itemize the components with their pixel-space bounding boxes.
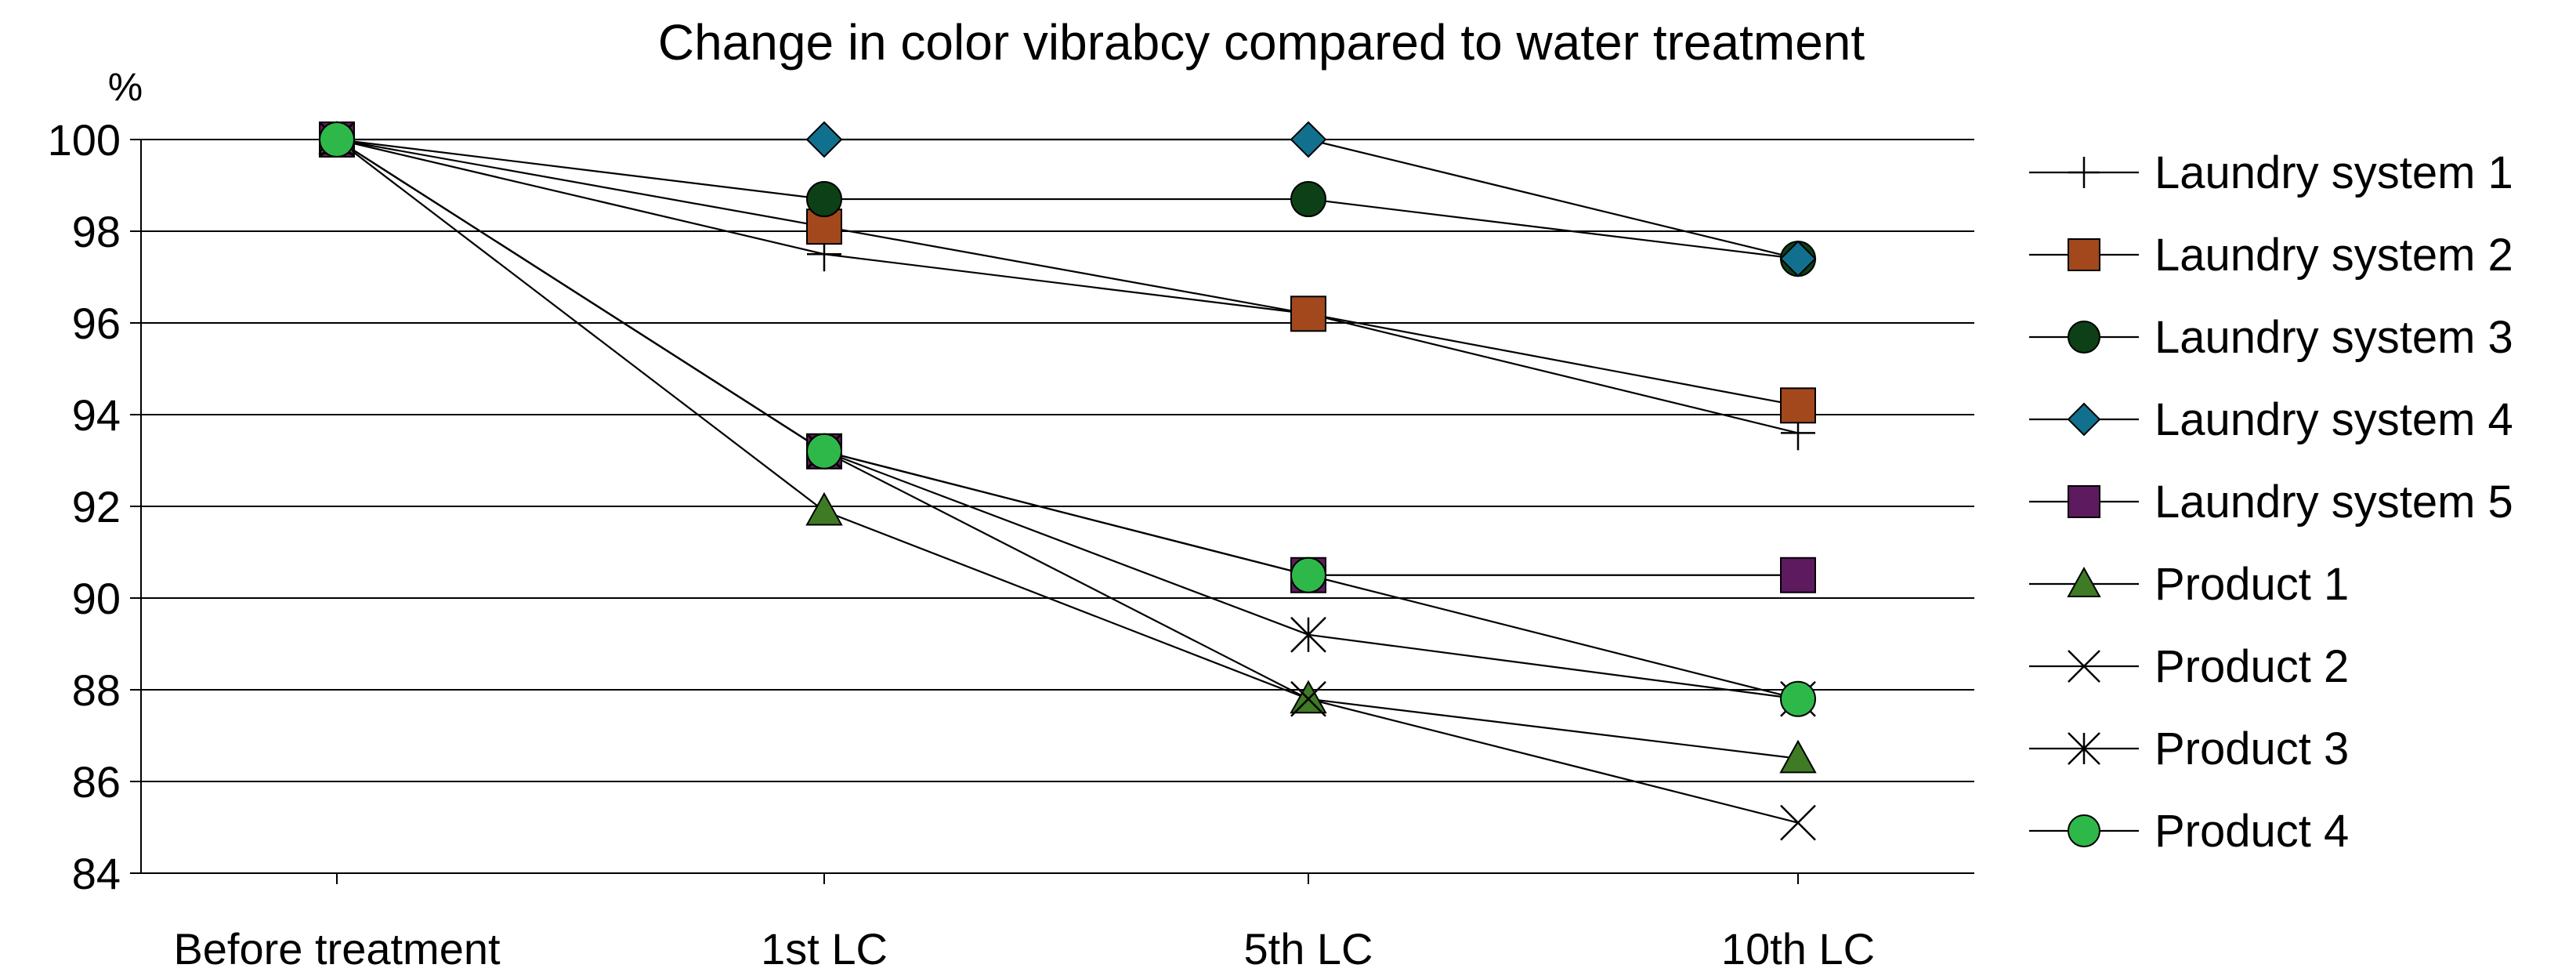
- data-point: [1290, 557, 1326, 593]
- y-tick-label: 86: [72, 757, 121, 807]
- legend-label: Laundry system 2: [2155, 230, 2513, 281]
- data-point: [1780, 680, 1816, 717]
- data-point: [1290, 181, 1326, 218]
- x-tick-label: 1st LC: [761, 924, 888, 974]
- data-point: [2067, 566, 2101, 597]
- y-tick-label: 88: [72, 665, 121, 715]
- data-point: [1290, 121, 1327, 158]
- x-tick-label: 5th LC: [1244, 924, 1373, 974]
- series-markers-6: [318, 120, 1817, 774]
- data-point: [1290, 680, 1326, 717]
- series-9: [336, 139, 1799, 700]
- gridlines: [141, 139, 1974, 782]
- series-line: [336, 138, 1799, 434]
- y-tick-label: 92: [72, 482, 121, 531]
- legend-item: Laundry system 4: [2029, 394, 2513, 445]
- series-line: [336, 138, 1799, 260]
- data-point: [805, 121, 843, 158]
- data-point: [2068, 485, 2100, 518]
- series-7: [336, 139, 1799, 824]
- data-point: [2068, 238, 2100, 271]
- legend-label: Laundry system 4: [2155, 394, 2513, 445]
- y-tick-label: 90: [72, 574, 121, 623]
- series-markers-5: [319, 121, 1816, 593]
- data-point: [1779, 739, 1817, 774]
- legend-item: Product 3: [2029, 723, 2349, 774]
- y-tick-label: 94: [72, 390, 121, 440]
- y-tick-label: 100: [48, 115, 121, 165]
- series-6: [336, 139, 1799, 760]
- series-markers-9: [319, 121, 1816, 717]
- y-axis-unit-label: %: [108, 65, 143, 109]
- data-point: [805, 491, 843, 526]
- data-point: [2068, 650, 2100, 683]
- data-point: [1779, 240, 1817, 277]
- data-point: [2068, 732, 2100, 765]
- data-point: [2068, 814, 2100, 847]
- data-point: [1780, 387, 1816, 424]
- series-markers-7: [319, 121, 1816, 841]
- data-point: [1290, 616, 1326, 653]
- legend-label: Product 1: [2155, 559, 2349, 610]
- x-tick-labels: Before treatment 1st LC 5th LC 10th LC: [173, 924, 1875, 974]
- data-point: [1780, 557, 1816, 593]
- series-line: [337, 138, 1799, 260]
- chart-title: Change in color vibrabcy compared to wat…: [658, 14, 1865, 71]
- axes: [130, 139, 1974, 884]
- legend-item: Product 2: [2029, 641, 2349, 692]
- legend-item: Laundry system 1: [2029, 147, 2513, 198]
- x-tick-label: 10th LC: [1721, 924, 1875, 974]
- series-8: [336, 139, 1799, 700]
- series-markers-1: [320, 122, 1815, 451]
- legend-item: Laundry system 5: [2029, 477, 2513, 528]
- y-tick-labels: 84 86 88 90 92 94 96 98 100: [48, 115, 121, 898]
- series-1: [336, 138, 1799, 434]
- series-line: [336, 139, 1799, 760]
- data-point: [2068, 157, 2100, 188]
- legend-label: Laundry system 3: [2155, 312, 2513, 363]
- series-3: [336, 138, 1799, 260]
- legend-label: Product 2: [2155, 641, 2349, 692]
- y-tick-label: 96: [72, 299, 121, 348]
- legend-label: Product 4: [2155, 806, 2349, 857]
- series-line: [336, 138, 1799, 407]
- data-point: [806, 181, 842, 218]
- series-group: [318, 120, 1817, 841]
- y-tick-label: 84: [72, 849, 121, 898]
- legend-item: Laundry system 3: [2029, 312, 2513, 363]
- data-point: [806, 433, 842, 470]
- legend-label: Laundry system 1: [2155, 147, 2513, 198]
- data-point: [1780, 804, 1816, 841]
- data-point: [2068, 321, 2100, 354]
- y-tick-label: 98: [72, 207, 121, 256]
- legend-item: Product 4: [2029, 806, 2349, 857]
- data-point: [2067, 402, 2101, 437]
- x-tick-label: Before treatment: [173, 924, 501, 974]
- series-4: [337, 138, 1799, 260]
- data-point: [1290, 680, 1327, 714]
- legend-label: Product 3: [2155, 723, 2349, 774]
- legend-label: Laundry system 5: [2155, 477, 2513, 528]
- series-markers-8: [319, 121, 1816, 717]
- legend-item: Laundry system 2: [2029, 230, 2513, 281]
- series-line: [336, 139, 1799, 700]
- series-line: [336, 139, 1799, 700]
- data-point: [1290, 296, 1326, 332]
- series-line: [336, 139, 1799, 824]
- legend-item: Product 1: [2029, 559, 2349, 610]
- data-point: [319, 121, 355, 158]
- series-2: [336, 138, 1799, 407]
- legend: Laundry system 1 Laundry system 2 Laundry …: [2029, 147, 2513, 857]
